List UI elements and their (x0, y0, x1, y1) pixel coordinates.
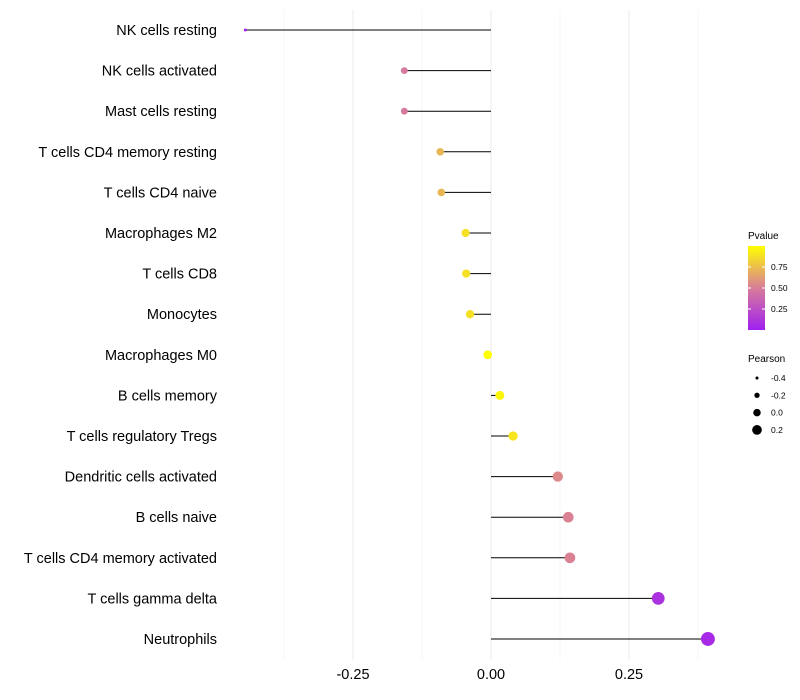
lollipop-point (495, 390, 505, 400)
colorbar-tick-label: 0.75 (771, 262, 788, 272)
pvalue-legend-ticks: 0.25 0.50 0.75 (748, 262, 788, 314)
category-label: T cells CD4 naive (104, 185, 217, 201)
colorbar-tick-label: 0.25 (771, 304, 788, 314)
pearson-legend-title: Pearson (748, 354, 785, 365)
pvalue-legend-title: Pvalue (748, 231, 779, 242)
x-axis-tick-labels: -0.25 0.00 0.25 (336, 667, 643, 683)
x-tick-label: -0.25 (336, 667, 369, 683)
lollipop-point (552, 471, 563, 482)
lollipop-point (700, 632, 715, 646)
x-tick-label: 0.00 (477, 667, 505, 683)
size-legend-label: -0.2 (771, 390, 786, 400)
category-label: Mast cells resting (105, 104, 217, 120)
size-legend-dot (753, 408, 761, 417)
size-legend-label: 0.2 (771, 425, 783, 435)
size-legend-label: 0.0 (771, 408, 783, 418)
category-label: NK cells resting (116, 23, 217, 39)
category-label: T cells gamma delta (88, 591, 218, 607)
pvalue-legend: Pvalue 0.25 0.50 0.75 (748, 231, 788, 330)
category-label: NK cells activated (102, 64, 217, 80)
lollipop-point (465, 310, 475, 319)
grid-lines (283, 10, 699, 660)
pearson-legend: Pearson -0.4 -0.2 0.0 0.2 (748, 354, 786, 435)
y-axis-category-labels: NK cells resting NK cells activated Mast c… (24, 23, 218, 648)
lollipop-point (400, 107, 408, 115)
size-legend-dot (752, 425, 762, 435)
lollipop-stems (245, 29, 708, 640)
category-label: T cells CD4 memory resting (38, 145, 217, 161)
pearson-legend-items: -0.4 -0.2 0.0 0.2 (752, 373, 786, 435)
category-label: Dendritic cells activated (65, 470, 217, 486)
lollipop-point (437, 188, 446, 197)
lollipop-point (243, 28, 247, 32)
size-legend-dot (754, 392, 760, 398)
category-label: T cells CD8 (142, 267, 217, 283)
lollipop-point (508, 431, 518, 441)
category-label: T cells CD4 memory activated (24, 551, 217, 567)
category-label: Macrophages M0 (105, 348, 217, 364)
category-label: T cells regulatory Tregs (67, 429, 217, 445)
x-tick-label: 0.25 (615, 667, 643, 683)
lollipop-point (400, 67, 408, 74)
lollipop-point (436, 147, 445, 156)
lollipop-point (564, 552, 576, 564)
lollipop-point (651, 592, 665, 605)
lollipop-point (562, 511, 574, 523)
pvalue-colorbar (748, 246, 765, 330)
size-legend-dot (755, 376, 759, 380)
category-label: B cells naive (136, 510, 217, 526)
category-label: Monocytes (147, 307, 217, 323)
colorbar-tick-label: 0.50 (771, 283, 788, 293)
lollipop-point (462, 269, 471, 278)
size-legend-label: -0.4 (771, 373, 786, 383)
category-label: Neutrophils (144, 632, 217, 648)
category-label: B cells memory (118, 388, 218, 404)
lollipop-point (483, 350, 493, 360)
category-label: Macrophages M2 (105, 226, 217, 242)
lollipop-points (243, 28, 715, 646)
lollipop-point (461, 228, 470, 238)
